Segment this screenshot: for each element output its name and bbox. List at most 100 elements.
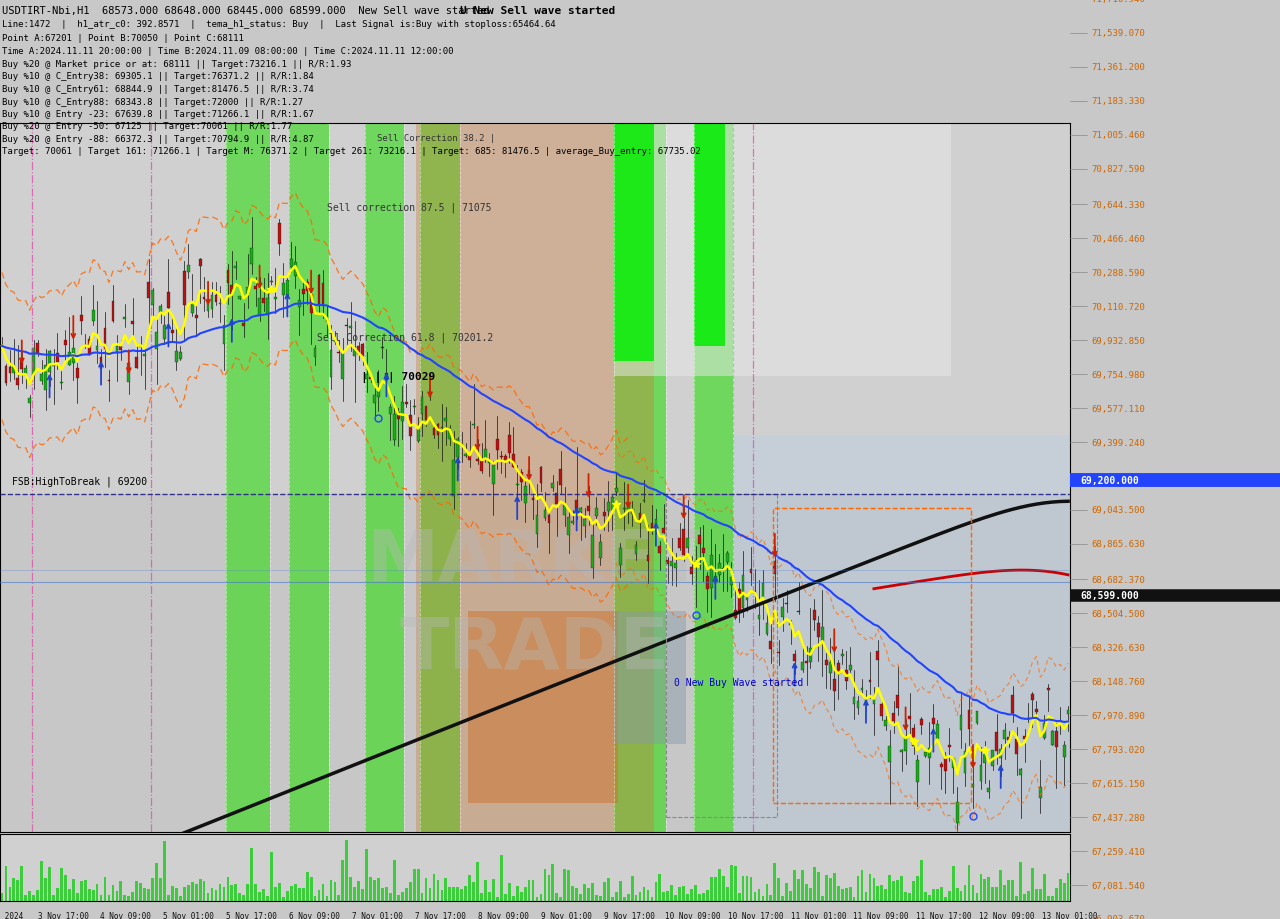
Bar: [508, 435, 511, 453]
Bar: [658, 874, 662, 901]
Bar: [762, 584, 764, 599]
Bar: [694, 124, 726, 347]
Bar: [476, 460, 479, 461]
Bar: [694, 885, 696, 901]
Bar: [334, 341, 337, 342]
Text: Sell Correction 61.8 | 70201.2: Sell Correction 61.8 | 70201.2: [317, 332, 493, 342]
Bar: [24, 369, 27, 375]
Bar: [909, 716, 911, 720]
Bar: [773, 562, 776, 574]
Bar: [591, 536, 594, 568]
Bar: [155, 863, 157, 901]
Bar: [996, 887, 998, 901]
Bar: [726, 553, 728, 562]
Bar: [338, 895, 340, 901]
Bar: [690, 890, 692, 901]
Bar: [932, 719, 934, 724]
Bar: [563, 868, 566, 901]
Bar: [1066, 710, 1070, 714]
Bar: [797, 611, 800, 613]
Bar: [49, 867, 51, 901]
Bar: [678, 539, 681, 548]
Bar: [421, 398, 424, 414]
Bar: [575, 888, 579, 901]
Bar: [686, 539, 689, 549]
Bar: [909, 893, 911, 901]
Bar: [614, 489, 618, 493]
Bar: [497, 897, 499, 901]
Text: 67,615.150: 67,615.150: [1091, 778, 1144, 788]
Bar: [163, 325, 166, 340]
Bar: [777, 652, 781, 653]
Bar: [972, 885, 974, 901]
Bar: [448, 887, 452, 901]
Bar: [813, 610, 815, 620]
Bar: [992, 887, 995, 901]
Bar: [877, 887, 879, 901]
Bar: [285, 891, 289, 901]
Text: 69,932.850: 69,932.850: [1091, 336, 1144, 346]
Bar: [805, 662, 808, 664]
Bar: [714, 877, 717, 901]
Bar: [781, 607, 785, 618]
Bar: [884, 890, 887, 901]
Bar: [614, 124, 654, 362]
Bar: [123, 317, 127, 320]
Bar: [852, 897, 855, 901]
Bar: [943, 897, 947, 901]
Bar: [544, 869, 547, 901]
Bar: [754, 592, 756, 593]
Bar: [947, 891, 951, 901]
Bar: [365, 124, 404, 832]
Bar: [79, 315, 83, 322]
Bar: [873, 698, 876, 705]
Bar: [163, 842, 166, 901]
Bar: [864, 699, 868, 703]
Bar: [667, 891, 669, 901]
Bar: [943, 756, 947, 772]
Bar: [694, 124, 733, 832]
Bar: [535, 516, 539, 535]
Text: Buy %20 @ Market price or at: 68111 || Target:73216.1 || R/R:1.93: Buy %20 @ Market price or at: 68111 || T…: [3, 60, 352, 69]
Text: 71,005.460: 71,005.460: [1091, 131, 1144, 141]
Bar: [198, 259, 201, 267]
Bar: [40, 375, 44, 381]
Text: Target: 70061 | Target 161: 71266.1 | Target M: 76371.2 | Target 261: 73216.1 | : Target: 70061 | Target 161: 71266.1 | Ta…: [3, 147, 701, 156]
Bar: [378, 389, 380, 398]
Bar: [480, 461, 483, 471]
Text: Buy %10 @ C_Entry61: 68844.9 || Target:81476.5 || R/R:3.74: Buy %10 @ C_Entry61: 68844.9 || Target:8…: [3, 85, 314, 94]
Bar: [940, 888, 942, 901]
Bar: [230, 286, 233, 295]
Bar: [60, 382, 63, 384]
Bar: [72, 348, 74, 364]
Bar: [179, 896, 182, 901]
Bar: [904, 891, 908, 901]
Bar: [860, 869, 864, 901]
Bar: [412, 407, 416, 408]
Bar: [563, 505, 566, 515]
Bar: [888, 745, 891, 763]
Bar: [588, 889, 590, 901]
Bar: [758, 616, 760, 619]
Bar: [294, 884, 297, 901]
Bar: [512, 896, 515, 901]
Bar: [710, 878, 713, 901]
Text: 71,539.070: 71,539.070: [1091, 29, 1144, 39]
Text: 69,200.000: 69,200.000: [1080, 475, 1139, 485]
Bar: [108, 894, 110, 901]
Bar: [824, 875, 828, 901]
Text: Buy %10 @ C_Entry38: 69305.1 || Target:76371.2 || R/R:1.84: Buy %10 @ C_Entry38: 69305.1 || Target:7…: [3, 73, 314, 81]
Bar: [191, 304, 193, 313]
Bar: [599, 542, 602, 559]
Bar: [128, 364, 131, 383]
Bar: [465, 886, 467, 901]
Bar: [614, 612, 686, 744]
Bar: [238, 893, 241, 901]
Bar: [317, 276, 320, 307]
Bar: [100, 895, 102, 901]
Bar: [346, 841, 348, 901]
Bar: [461, 889, 463, 901]
Bar: [444, 418, 447, 422]
Bar: [119, 881, 123, 901]
Bar: [773, 509, 972, 803]
